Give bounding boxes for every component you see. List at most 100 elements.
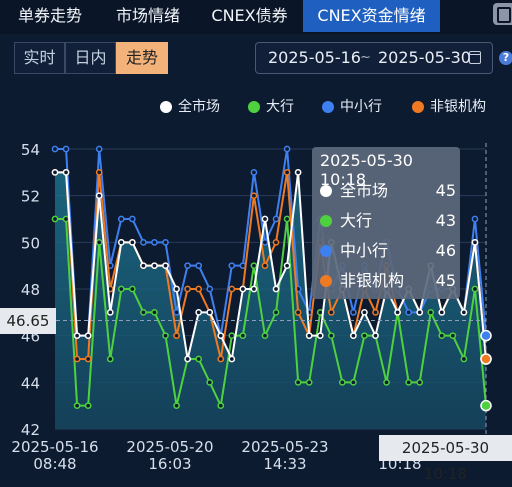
data-point bbox=[184, 262, 191, 270]
data-point bbox=[294, 308, 302, 316]
tooltip-row-big-banks: 大行 43 bbox=[320, 209, 456, 233]
crosshair-point bbox=[480, 353, 492, 365]
legend-dot bbox=[322, 101, 334, 113]
legend-dot bbox=[248, 101, 260, 113]
date-range-picker[interactable]: 2025-05-16 ~ 2025-05-30 bbox=[255, 42, 493, 74]
data-point bbox=[129, 215, 136, 223]
x-tick-date: 2025-05-16 bbox=[11, 438, 98, 456]
data-point bbox=[283, 262, 291, 270]
crosshair-point bbox=[480, 399, 492, 412]
data-point bbox=[383, 378, 390, 386]
data-point bbox=[206, 378, 214, 386]
data-point bbox=[405, 308, 412, 316]
data-point bbox=[228, 262, 236, 270]
mode-intraday[interactable]: 日内 bbox=[65, 42, 116, 74]
crosshair bbox=[56, 143, 492, 435]
data-point bbox=[206, 285, 214, 293]
data-point bbox=[84, 402, 92, 410]
x-tick-date: 2025-05-20 bbox=[126, 438, 213, 456]
crosshair-x-label: 2025-05-30 10:18 bbox=[379, 435, 512, 483]
tab-cnex-funding-sentiment[interactable]: CNEX资金情绪 bbox=[303, 0, 440, 32]
data-point bbox=[416, 378, 424, 386]
crosshair-y-label: 46.65 bbox=[0, 308, 56, 334]
tab-bond-trend[interactable]: 单券走势 bbox=[17, 6, 82, 25]
data-point bbox=[250, 285, 258, 293]
data-point bbox=[283, 145, 291, 153]
data-point bbox=[84, 355, 92, 363]
data-point bbox=[327, 332, 335, 340]
tooltip-row-small-mid-banks: 中小行 46 bbox=[320, 239, 456, 263]
x-tick-time: 14:33 bbox=[263, 455, 306, 473]
data-point bbox=[471, 238, 479, 246]
data-point bbox=[372, 332, 379, 340]
crosshair-point bbox=[480, 329, 492, 342]
data-point bbox=[438, 308, 446, 316]
y-tick-label: 54 bbox=[21, 141, 40, 159]
legend-label: 大行 bbox=[266, 99, 294, 115]
data-point bbox=[416, 308, 424, 316]
date-end: 2025-05-30 bbox=[378, 48, 471, 67]
data-point bbox=[427, 308, 435, 316]
mode-trend[interactable]: 走势 bbox=[116, 42, 168, 74]
data-point bbox=[162, 332, 169, 340]
data-point bbox=[195, 308, 203, 316]
data-point bbox=[250, 192, 258, 200]
window-icon[interactable] bbox=[493, 3, 512, 25]
date-start: 2025-05-16 bbox=[268, 48, 361, 67]
data-point bbox=[250, 168, 258, 176]
data-point bbox=[217, 402, 225, 410]
tooltip-value: 43 bbox=[435, 211, 456, 230]
tooltip-value: 45 bbox=[435, 181, 456, 200]
data-point bbox=[95, 192, 103, 200]
data-point bbox=[239, 285, 247, 293]
y-tick-label: 52 bbox=[21, 188, 40, 206]
data-point bbox=[51, 168, 59, 176]
data-point bbox=[95, 168, 103, 176]
y-tick-label: 50 bbox=[21, 234, 40, 252]
tooltip: 2025-05-30 10:18 全市场 45 大行 43 中小行 46 非银机… bbox=[312, 147, 460, 299]
data-point bbox=[62, 145, 70, 153]
series-1 bbox=[51, 215, 490, 410]
data-point bbox=[51, 215, 59, 223]
series-line bbox=[55, 148, 487, 337]
help-icon[interactable]: ? bbox=[499, 51, 512, 65]
tab-cnex-bonds[interactable]: CNEX债券 bbox=[211, 6, 288, 25]
data-point bbox=[372, 308, 379, 316]
tooltip-row-non-bank: 非银机构 45 bbox=[320, 269, 456, 293]
data-point bbox=[338, 378, 346, 386]
data-point bbox=[261, 238, 269, 246]
data-point bbox=[305, 378, 313, 386]
data-point bbox=[438, 332, 446, 340]
data-point bbox=[261, 262, 269, 270]
data-point bbox=[129, 238, 136, 246]
data-point bbox=[84, 332, 92, 340]
data-point bbox=[272, 215, 280, 223]
data-point bbox=[327, 308, 335, 316]
data-point bbox=[62, 168, 70, 176]
series-line bbox=[55, 171, 487, 363]
tooltip-row-all-market: 全市场 45 bbox=[320, 179, 456, 203]
tooltip-name: 全市场 bbox=[340, 181, 389, 200]
data-point bbox=[283, 168, 291, 176]
mode-realtime[interactable]: 实时 bbox=[14, 42, 65, 74]
x-tick-date: 2025-05-23 bbox=[241, 438, 328, 456]
tooltip-dot bbox=[320, 245, 332, 257]
x-tick-time: 16:03 bbox=[148, 455, 191, 473]
data-point bbox=[206, 308, 214, 316]
data-point bbox=[95, 238, 103, 246]
data-point bbox=[184, 355, 191, 363]
tooltip-value: 45 bbox=[435, 271, 456, 290]
tab-market-sentiment[interactable]: 市场情绪 bbox=[115, 6, 180, 25]
data-point bbox=[173, 285, 180, 293]
data-point bbox=[217, 332, 225, 340]
data-point bbox=[228, 285, 236, 293]
data-point bbox=[140, 308, 147, 316]
data-point bbox=[294, 378, 302, 386]
x-tick-time: 08:48 bbox=[33, 455, 76, 473]
data-point bbox=[250, 262, 258, 270]
